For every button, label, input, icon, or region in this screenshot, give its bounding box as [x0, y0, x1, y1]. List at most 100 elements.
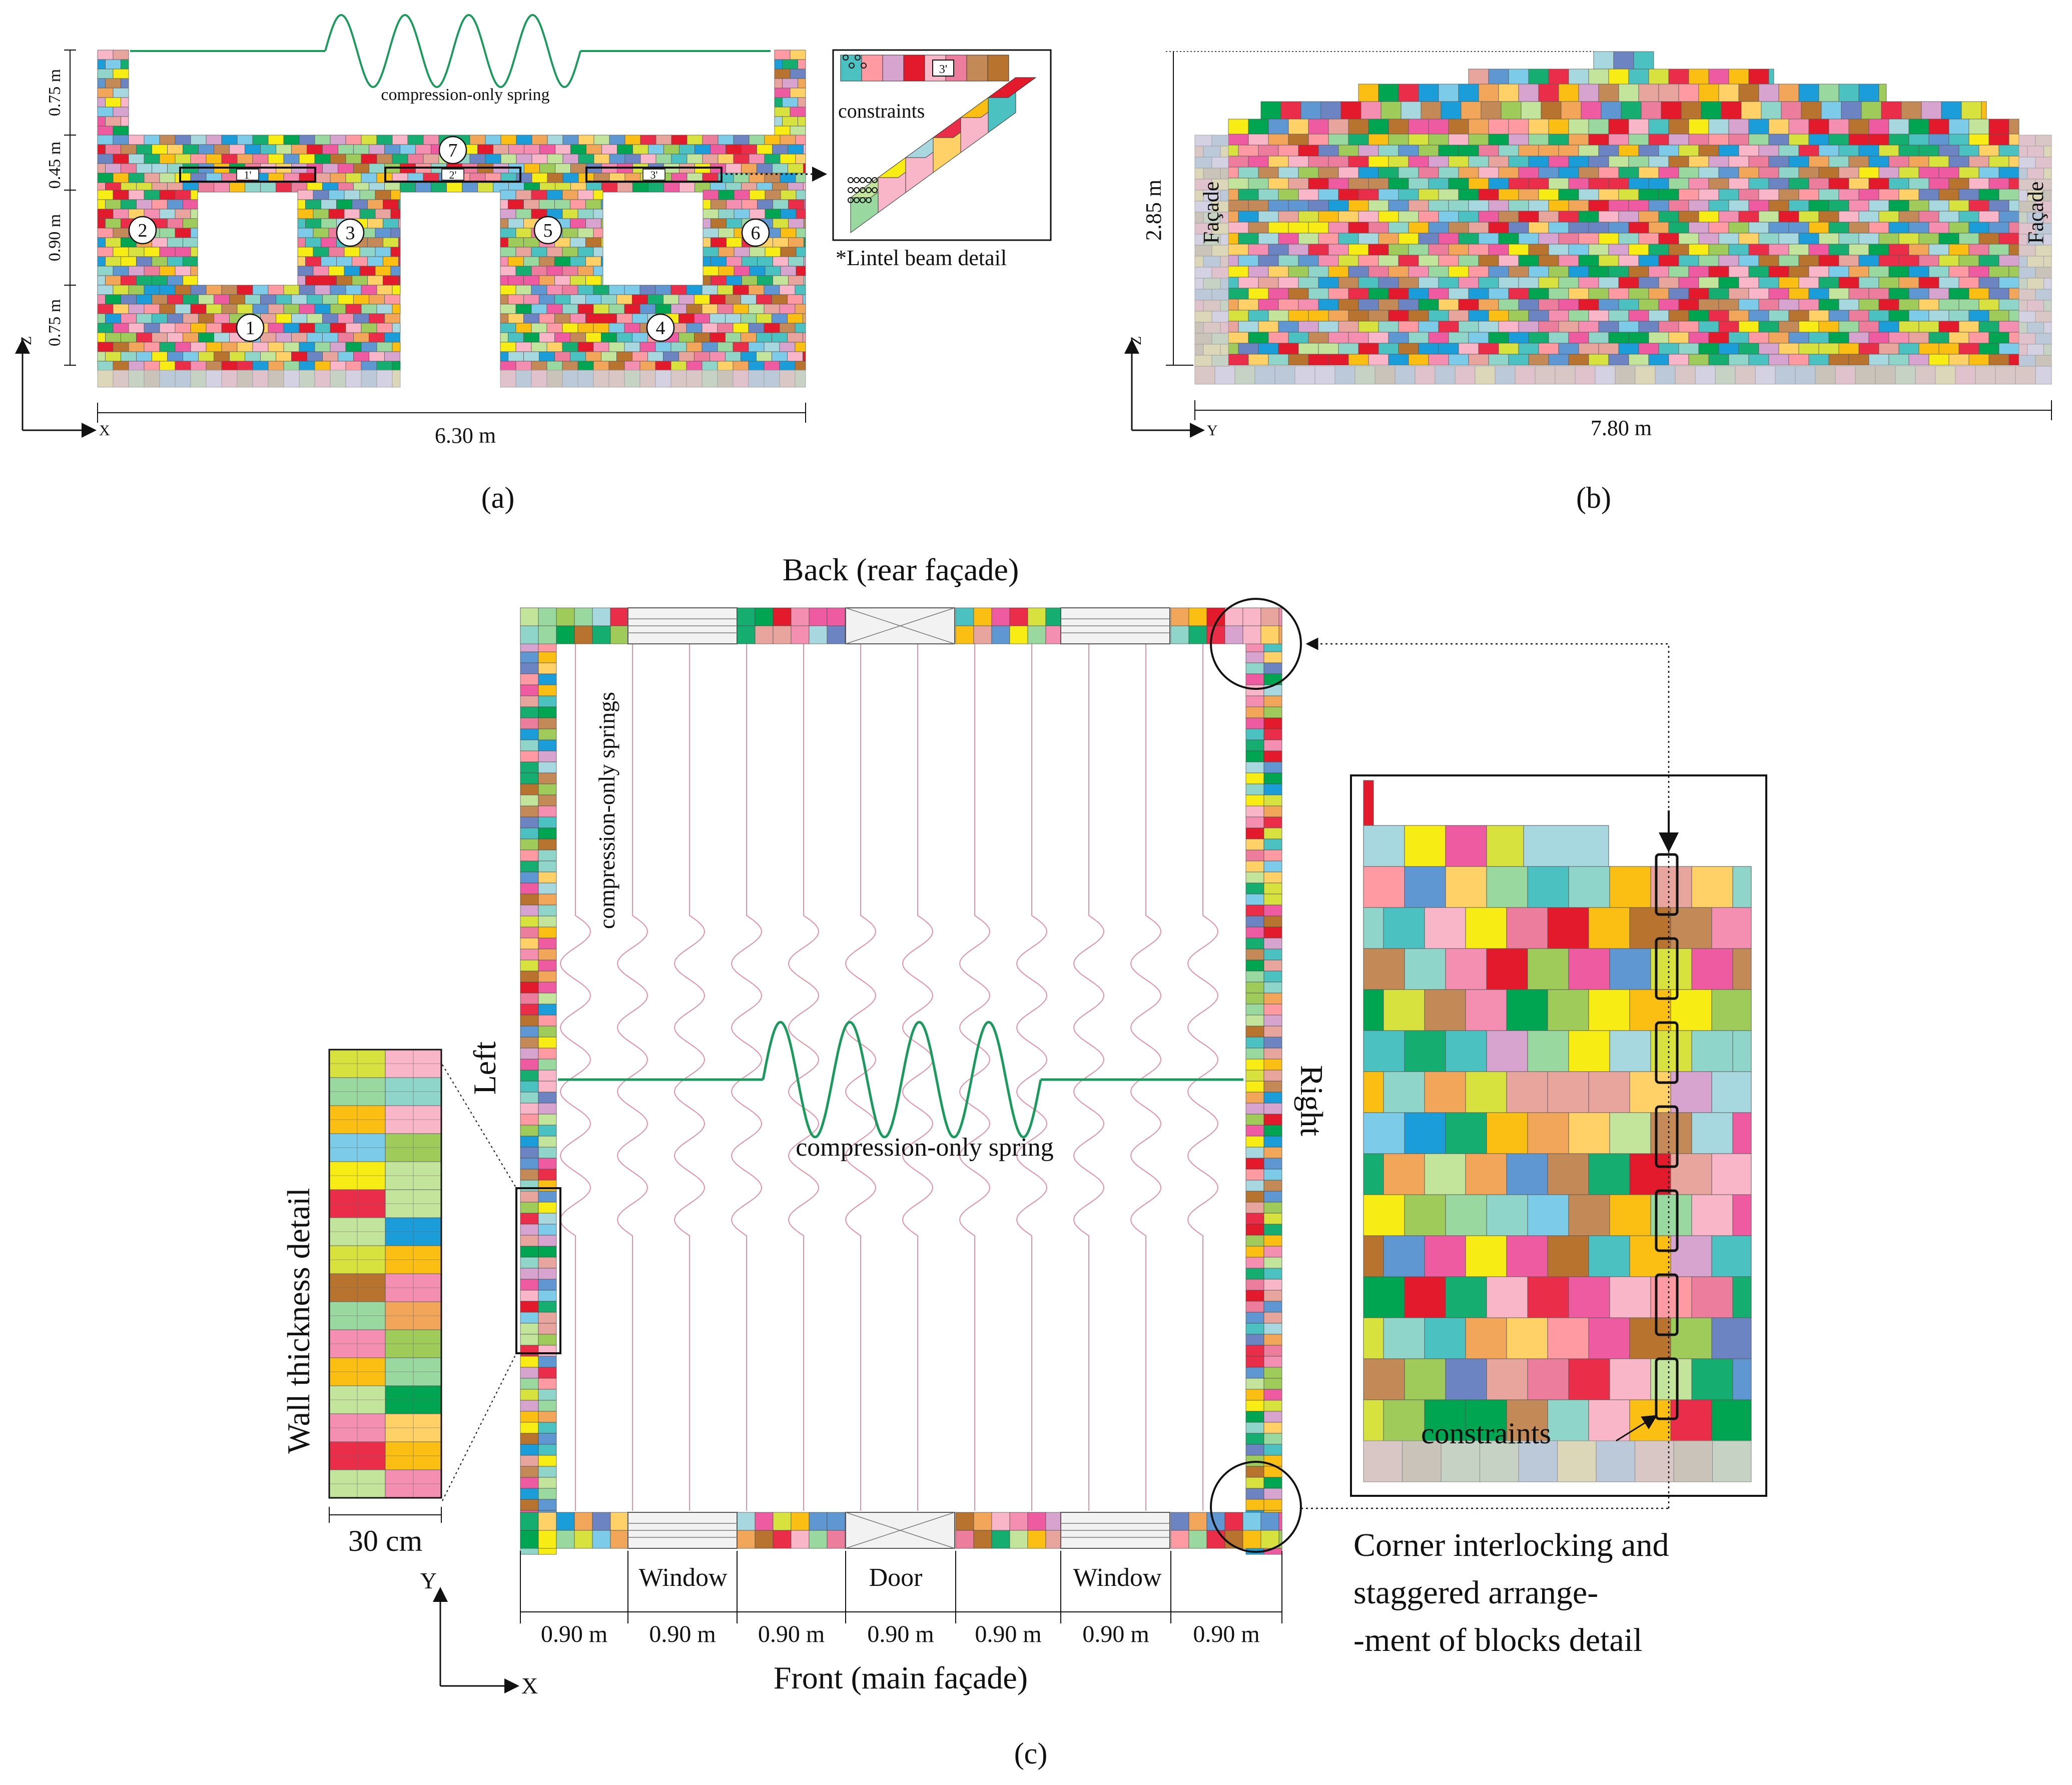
masonry-block [1358, 255, 1379, 267]
plan-block [1263, 1048, 1282, 1060]
masonry-block [252, 135, 269, 145]
masonry-block [1388, 332, 1409, 344]
masonry-block [1278, 233, 1299, 245]
masonry-block [1998, 277, 2019, 289]
masonry-block [283, 361, 300, 371]
corner-block [1424, 1317, 1466, 1359]
masonry-block [1418, 84, 1439, 102]
plan-block [1245, 1015, 1264, 1027]
masonry-block [113, 361, 129, 371]
masonry-block [678, 351, 695, 362]
masonry-block [1228, 211, 1239, 223]
masonry-block [1248, 288, 1269, 300]
masonry-block [671, 135, 687, 145]
foundation-block [795, 370, 806, 388]
facade-block [1194, 289, 1212, 301]
masonry-block [539, 163, 555, 174]
plan-block [538, 1125, 557, 1137]
masonry-block [97, 88, 114, 98]
corner-block [1506, 1153, 1548, 1195]
foundation-block [624, 370, 640, 388]
masonry-block [1268, 178, 1289, 190]
masonry-block [1658, 189, 1679, 201]
masonry-block [726, 275, 742, 286]
facade-block [1211, 289, 1229, 301]
masonry-block [105, 78, 121, 89]
corner-block [1363, 1194, 1405, 1236]
masonry-block [1888, 288, 1909, 300]
plan-block [1009, 625, 1028, 644]
foundation-block [2015, 366, 2036, 385]
foundation-block [702, 370, 718, 388]
masonry-block [1858, 211, 1879, 223]
masonry-block [539, 294, 555, 305]
masonry-block [1848, 288, 1869, 300]
masonry-block [1858, 84, 1879, 102]
masonry-block [577, 361, 594, 371]
masonry-block [1828, 354, 1849, 366]
masonry-block [97, 256, 106, 267]
plan-block [538, 1268, 557, 1280]
masonry-block [1548, 156, 1569, 168]
masonry-block [523, 294, 539, 305]
corner-block [1424, 1153, 1466, 1195]
plan-block [1009, 1512, 1028, 1531]
masonry-block [1908, 134, 1929, 146]
masonry-block [578, 154, 594, 164]
masonry-block [1518, 343, 1539, 355]
masonry-block [515, 342, 532, 352]
plan-block [1263, 1345, 1282, 1357]
masonry-block [1528, 244, 1549, 256]
corner-block [1547, 1399, 1589, 1441]
masonry-block [1398, 211, 1419, 223]
plan-block [538, 717, 557, 729]
masonry-block [1968, 332, 1989, 344]
plan-block [955, 625, 974, 644]
masonry-block [159, 228, 176, 238]
masonry-block [175, 247, 191, 257]
plan-block [1245, 1312, 1264, 1324]
masonry-block [128, 323, 145, 333]
masonry-block [1758, 84, 1779, 102]
masonry-block [1968, 222, 1989, 234]
masonry-block [237, 361, 253, 371]
masonry-block [1548, 119, 1569, 137]
masonry-block [1408, 288, 1429, 300]
masonry-block [183, 144, 199, 155]
plan-block [991, 1530, 1010, 1549]
corner-block [1465, 1071, 1507, 1113]
lintel-tag: 2' [449, 169, 457, 181]
plan-block [538, 761, 557, 773]
masonry-block [144, 304, 160, 314]
masonry-block [477, 182, 493, 193]
facade-block [1194, 256, 1204, 268]
corner-block [1363, 1399, 1384, 1441]
masonry-block [1908, 222, 1929, 234]
plan-block [520, 1477, 539, 1489]
masonry-block [1958, 233, 1979, 245]
masonry-block [1568, 156, 1589, 168]
masonry-block [1388, 222, 1409, 234]
foundation-block [515, 370, 532, 388]
masonry-block [515, 361, 532, 371]
plan-block [520, 949, 539, 961]
masonry-block [1768, 310, 1789, 322]
masonry-block [1418, 299, 1439, 311]
masonry-block [1268, 119, 1289, 137]
plan-block [538, 1246, 557, 1258]
foundation-block [562, 370, 578, 388]
wall-detail-leader [442, 1353, 517, 1501]
masonry-block [1818, 343, 1839, 355]
masonry-block [1448, 178, 1469, 190]
masonry-block [97, 144, 106, 155]
masonry-block [268, 342, 284, 352]
masonry-block [562, 228, 578, 238]
plan-block [538, 1103, 557, 1115]
masonry-block [344, 209, 360, 219]
plan-block [520, 1235, 539, 1247]
plan-block [520, 684, 539, 696]
masonry-block [1888, 332, 1909, 344]
masonry-block [764, 135, 781, 145]
masonry-block [1448, 156, 1469, 168]
plan-block [1263, 1158, 1282, 1170]
